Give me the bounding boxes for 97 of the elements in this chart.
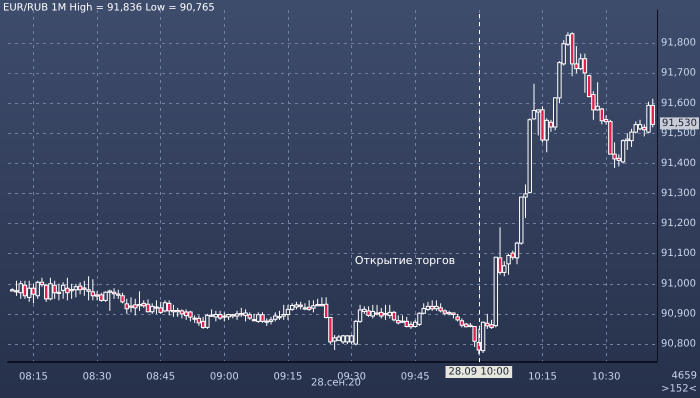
candlestick [506,253,511,276]
y-tick-label: 91,800 [661,38,696,49]
candlestick [180,308,184,319]
chart-title: EUR/RUB 1M High = 91,836 Low = 90,765 [3,2,215,14]
candlestick [171,304,176,318]
candlestick [374,304,380,316]
y-tick-label: 90,800 [661,338,696,350]
candlestick [426,301,430,312]
candlestick [256,312,260,324]
candlestick [90,278,96,301]
candlestick [86,276,91,301]
candlestick [188,310,193,322]
text: >152< [661,384,697,394]
candlestick [200,316,206,330]
x-tick-label: 08:45 [146,372,176,382]
x-tick-label: 10:15 [528,372,557,382]
candlestick [14,280,19,296]
candlestick [22,280,28,300]
candlestick [379,307,384,319]
candlestick [162,300,168,313]
candlestick [60,282,66,300]
text: 4659 [672,370,697,382]
candlestick [417,312,422,326]
y-tick-label: 91,300 [661,188,696,200]
candlestick [345,334,350,344]
candlestick [311,300,316,313]
candlestick [273,312,278,322]
candlestick [175,307,180,318]
candlestick [18,280,23,300]
candlestick [396,314,400,325]
candlestick [340,334,346,344]
x-tick-label: 10:30 [592,372,621,382]
y-tick-label: 91,600 [661,98,696,109]
candlestick [218,310,222,320]
candlestick [124,298,129,314]
candlestick [82,280,87,296]
candlestick [638,119,642,131]
candlestick [74,283,78,298]
candlestick [582,53,588,94]
y-tick-label: 91,100 [661,248,696,260]
y-tick-label: 91,200 [661,218,696,230]
x-tick-label: 08:30 [82,372,112,382]
candlestick [78,282,82,295]
x-tick-label: 08:15 [19,372,48,382]
y-tick-label: 91,000 [661,278,696,290]
candlestick [243,308,248,322]
candlestick [222,312,227,322]
candlestick [120,292,125,304]
candlestick [388,304,392,319]
candlestick [35,280,40,300]
candlestick [154,300,159,314]
candlestick [286,304,290,320]
candlestick [146,298,150,313]
candlestick [282,304,286,320]
annotation: Открытие торгов [354,254,456,267]
candlestick [460,318,464,328]
candlestick [116,289,120,300]
candlestick [205,313,210,330]
candlestick [56,283,62,301]
x-tick-label: 09:15 [274,372,302,382]
candlestick [260,312,265,324]
candlestick [404,316,409,328]
candlestick [137,290,142,312]
candlestick [128,296,134,313]
annotation: 91,530 [662,118,697,129]
y-tick-label: 91,400 [661,158,696,169]
candlestick [52,280,57,300]
x-tick-label: 09:45 [400,372,430,382]
candlestick [239,307,244,318]
candlestick [27,280,32,302]
candlestick [166,300,172,316]
text: 28.сен.20 [311,378,361,388]
candlestick [65,277,70,301]
candlestick [370,304,375,319]
candlestick [196,314,202,326]
candlestick [31,283,36,304]
candlestick [150,302,154,314]
candlestick [434,300,439,312]
candlestick [99,292,104,302]
ref-line-label: 28.09 10:00 [448,366,510,378]
candlestick [158,301,163,314]
candlestick [629,128,634,148]
y-tick-label: 90,900 [661,308,696,320]
candlestick [184,308,188,320]
candlestick [108,289,112,312]
y-tick-label: 91,500 [661,128,696,139]
candlestick [214,310,218,322]
candlestick [366,306,371,318]
y-tick-label: 91,700 [661,68,696,79]
candlestick [69,283,74,300]
candlestick [383,304,388,320]
candlestick [438,302,443,313]
candlestick [234,310,240,320]
x-tick-label: 09:00 [210,372,239,382]
candlestick [306,300,312,312]
candlestick [48,277,53,301]
candlestick [94,290,100,301]
